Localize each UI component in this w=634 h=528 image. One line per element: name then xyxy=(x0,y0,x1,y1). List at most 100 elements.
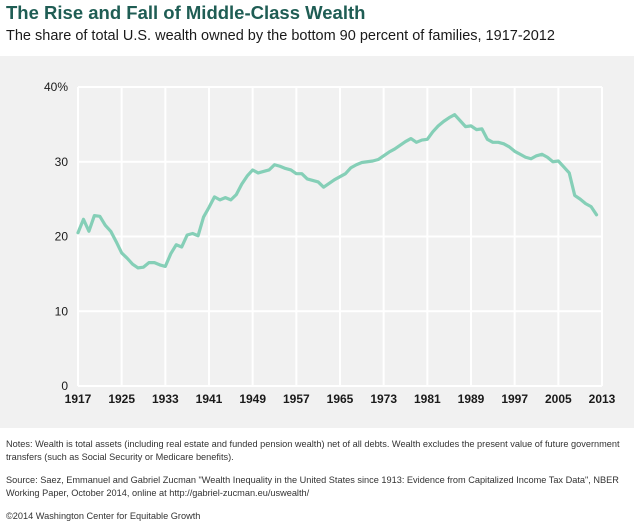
data-point xyxy=(546,156,549,159)
data-point xyxy=(191,232,194,235)
data-point xyxy=(328,182,330,185)
line-chart: 0 10 20 30 40% 1917 1925 1933 1941 1949 1957 1965 19… xyxy=(44,80,616,406)
data-point xyxy=(355,163,358,166)
x-tick-label: 1933 xyxy=(152,392,179,406)
notes-text: Notes: Wealth is total assets (including… xyxy=(6,439,620,462)
data-point xyxy=(404,140,407,143)
chart-subtitle: The share of total U.S. wealth owned by … xyxy=(6,28,555,44)
data-point xyxy=(562,166,565,168)
data-point xyxy=(99,215,101,218)
y-tick-label: 10 xyxy=(55,304,69,318)
data-point xyxy=(497,141,500,144)
y-tick-label: 0 xyxy=(61,379,68,393)
data-point xyxy=(421,139,423,141)
data-point xyxy=(88,230,90,233)
data-point xyxy=(175,243,178,246)
x-tick-label: 1989 xyxy=(458,392,485,406)
x-tick-label: 1917 xyxy=(65,392,92,406)
data-point xyxy=(410,137,412,140)
data-point xyxy=(230,199,232,201)
data-point xyxy=(290,169,292,171)
data-point xyxy=(311,179,314,182)
data-point xyxy=(524,156,527,159)
data-point xyxy=(148,261,150,264)
data-point xyxy=(268,169,270,171)
data-point xyxy=(459,119,461,122)
y-tick-label: 40% xyxy=(44,80,68,94)
data-point xyxy=(104,224,107,227)
data-point xyxy=(442,120,445,123)
x-tick-label: 1941 xyxy=(196,392,223,406)
data-point xyxy=(240,183,243,185)
data-point xyxy=(295,172,298,175)
data-point xyxy=(333,178,336,181)
data-point xyxy=(164,265,167,268)
data-point xyxy=(393,148,396,150)
data-point xyxy=(584,202,587,205)
data-point xyxy=(453,113,456,116)
plot-panel: 0 10 20 30 40% 1917 1925 1933 1941 1949 1957 1965 19… xyxy=(0,56,634,428)
source-text: Source: Saez, Emmanuel and Gabriel Zucma… xyxy=(6,475,619,498)
data-point xyxy=(513,150,516,153)
data-point xyxy=(377,158,380,161)
data-point xyxy=(519,153,521,156)
data-point xyxy=(470,125,472,127)
data-point xyxy=(246,175,249,177)
data-point xyxy=(579,198,581,200)
data-point xyxy=(153,261,156,264)
chart-title: The Rise and Fall of Middle-Class Wealth xyxy=(6,2,366,23)
data-point xyxy=(273,163,276,166)
x-tick-label: 1973 xyxy=(370,392,397,406)
data-point xyxy=(361,161,363,164)
copyright-text: ©2014 Washington Center for Equitable Gr… xyxy=(6,511,201,521)
data-point xyxy=(481,128,483,130)
data-point xyxy=(82,218,85,221)
data-point xyxy=(475,128,478,131)
x-tick-label: 2013 xyxy=(589,392,616,406)
data-point xyxy=(541,153,543,156)
data-point xyxy=(235,193,238,196)
data-point xyxy=(448,116,450,119)
x-tick-label: 1965 xyxy=(327,392,354,406)
data-point xyxy=(126,257,128,259)
data-point xyxy=(93,214,96,217)
data-point xyxy=(508,146,511,148)
data-point xyxy=(426,138,429,141)
data-point xyxy=(257,172,259,174)
data-point xyxy=(530,157,532,160)
data-point xyxy=(262,170,265,173)
data-point xyxy=(502,143,505,145)
data-point xyxy=(535,154,538,157)
data-point xyxy=(317,181,319,183)
data-point xyxy=(77,231,79,234)
data-point xyxy=(109,230,112,233)
data-point xyxy=(595,214,598,216)
data-point xyxy=(382,154,385,157)
x-tick-label: 1949 xyxy=(239,392,266,406)
data-point xyxy=(120,252,123,254)
series-line xyxy=(76,113,599,270)
data-point xyxy=(339,175,341,178)
data-point xyxy=(322,186,325,188)
data-point xyxy=(219,199,221,201)
data-point xyxy=(590,205,592,208)
data-point xyxy=(486,138,489,141)
data-point xyxy=(224,196,227,199)
x-tick-label: 1957 xyxy=(283,392,310,406)
data-point xyxy=(350,166,352,169)
data-point xyxy=(142,266,145,268)
data-point xyxy=(464,125,467,128)
data-point xyxy=(552,160,554,163)
data-point xyxy=(415,141,418,144)
data-point xyxy=(115,240,118,243)
data-point xyxy=(202,216,205,218)
data-point xyxy=(300,172,303,175)
x-tick-label: 1925 xyxy=(108,392,135,406)
x-tick-label: 2005 xyxy=(545,392,572,406)
data-point xyxy=(399,144,401,147)
data-point xyxy=(159,264,161,266)
data-point xyxy=(366,160,369,163)
data-point xyxy=(180,246,183,248)
data-point xyxy=(573,194,576,197)
data-point xyxy=(169,252,172,255)
